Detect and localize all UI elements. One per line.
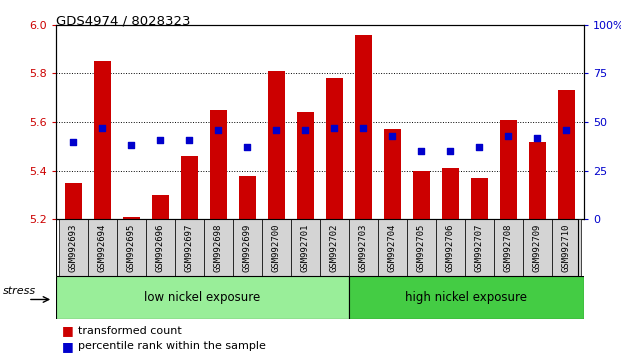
Text: high nickel exposure: high nickel exposure xyxy=(406,291,527,304)
Bar xyxy=(494,219,523,276)
Text: low nickel exposure: low nickel exposure xyxy=(144,291,260,304)
Bar xyxy=(56,276,349,319)
Text: percentile rank within the sample: percentile rank within the sample xyxy=(78,341,266,351)
Bar xyxy=(262,219,291,276)
Text: GSM992710: GSM992710 xyxy=(562,224,571,272)
Text: GSM992708: GSM992708 xyxy=(504,224,513,272)
Text: GSM992699: GSM992699 xyxy=(243,224,252,272)
Text: GSM992709: GSM992709 xyxy=(533,224,542,272)
Point xyxy=(214,127,224,133)
Point xyxy=(445,149,455,154)
Text: GSM992693: GSM992693 xyxy=(69,224,78,272)
Bar xyxy=(152,195,169,219)
Bar xyxy=(500,120,517,219)
Text: GSM992695: GSM992695 xyxy=(127,224,136,272)
Point xyxy=(329,125,339,131)
Bar xyxy=(384,130,401,219)
Point xyxy=(68,139,78,144)
Bar xyxy=(204,219,233,276)
Bar xyxy=(407,219,436,276)
Point xyxy=(271,127,281,133)
Bar xyxy=(59,219,88,276)
Bar xyxy=(233,219,262,276)
Point xyxy=(532,135,542,141)
Text: GSM992701: GSM992701 xyxy=(301,224,310,272)
Bar xyxy=(146,219,175,276)
Bar xyxy=(523,219,552,276)
Text: ■: ■ xyxy=(62,325,78,337)
Text: GSM992700: GSM992700 xyxy=(272,224,281,272)
Text: GSM992704: GSM992704 xyxy=(388,224,397,272)
Bar xyxy=(378,219,407,276)
Bar xyxy=(355,34,372,219)
Point xyxy=(155,137,165,142)
Bar xyxy=(88,219,117,276)
Bar xyxy=(94,61,111,219)
Bar xyxy=(268,71,285,219)
Text: stress: stress xyxy=(3,286,36,296)
Text: GSM992697: GSM992697 xyxy=(185,224,194,272)
Bar xyxy=(412,171,430,219)
Bar xyxy=(436,219,465,276)
Text: ■: ■ xyxy=(62,340,78,353)
Bar xyxy=(471,178,488,219)
Point xyxy=(416,149,426,154)
Bar xyxy=(238,176,256,219)
Point xyxy=(388,133,397,138)
Text: GSM992702: GSM992702 xyxy=(330,224,339,272)
Point xyxy=(126,143,136,148)
Bar xyxy=(349,219,378,276)
Point xyxy=(301,127,310,133)
Bar xyxy=(297,113,314,219)
Bar xyxy=(349,276,584,319)
Bar xyxy=(528,142,546,219)
Point xyxy=(358,125,368,131)
Bar xyxy=(210,110,227,219)
Text: GSM992707: GSM992707 xyxy=(475,224,484,272)
Bar xyxy=(122,217,140,219)
Bar xyxy=(442,169,459,219)
Bar xyxy=(325,78,343,219)
Bar xyxy=(552,219,581,276)
Text: GSM992698: GSM992698 xyxy=(214,224,223,272)
Point xyxy=(184,137,194,142)
Text: GSM992705: GSM992705 xyxy=(417,224,426,272)
Bar xyxy=(465,219,494,276)
Text: GSM992696: GSM992696 xyxy=(156,224,165,272)
Text: GDS4974 / 8028323: GDS4974 / 8028323 xyxy=(56,14,191,27)
Point xyxy=(504,133,514,138)
Text: transformed count: transformed count xyxy=(78,326,181,336)
Text: GSM992706: GSM992706 xyxy=(446,224,455,272)
Text: GSM992703: GSM992703 xyxy=(359,224,368,272)
Bar xyxy=(117,219,146,276)
Bar xyxy=(320,219,349,276)
Bar xyxy=(175,219,204,276)
Text: GSM992694: GSM992694 xyxy=(97,224,107,272)
Bar xyxy=(181,156,198,219)
Bar xyxy=(558,91,575,219)
Point xyxy=(474,144,484,150)
Bar xyxy=(65,183,82,219)
Bar xyxy=(291,219,320,276)
Point xyxy=(242,144,252,150)
Point xyxy=(97,125,107,131)
Point xyxy=(561,127,571,133)
